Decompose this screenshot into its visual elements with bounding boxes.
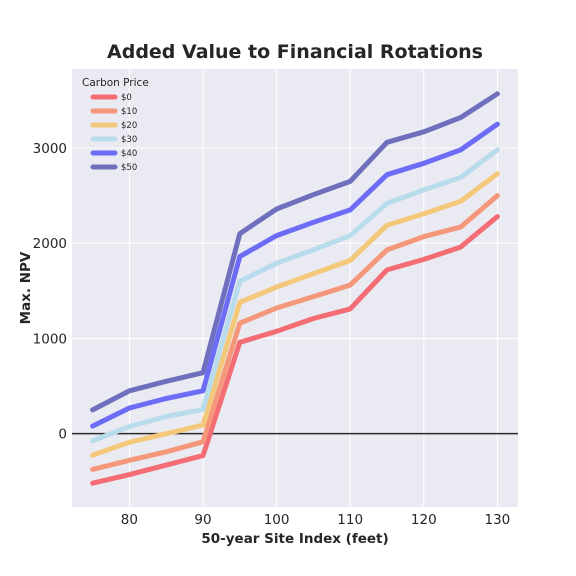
legend-label: $20 bbox=[121, 121, 137, 131]
legend-label: $30 bbox=[121, 135, 137, 145]
series-line-usd-0 bbox=[90, 214, 500, 486]
chart-title: Added Value to Financial Rotations bbox=[107, 41, 483, 63]
legend-label: $0 bbox=[121, 93, 132, 103]
legend-title: Carbon Price bbox=[82, 77, 149, 89]
x-axis-label: 50-year Site Index (feet) bbox=[201, 531, 388, 547]
series-line-usd-40 bbox=[90, 121, 500, 429]
y-tick-label: 2000 bbox=[33, 236, 67, 252]
x-tick-label: 90 bbox=[194, 512, 211, 528]
series-line-usd-30 bbox=[90, 147, 500, 444]
x-tick-label: 120 bbox=[411, 512, 437, 528]
legend-label: $50 bbox=[121, 163, 137, 173]
x-tick-label: 130 bbox=[485, 512, 511, 528]
y-tick-labels: 0 1000 2000 3000 bbox=[33, 141, 67, 443]
y-tick-label: 1000 bbox=[33, 331, 67, 347]
y-axis-label: Max. NPV bbox=[18, 251, 34, 324]
series-line-usd-50 bbox=[90, 91, 500, 413]
y-tick-label: 3000 bbox=[33, 141, 67, 157]
series-lines bbox=[90, 91, 500, 486]
series-line-usd-20 bbox=[90, 171, 500, 458]
series-line-usd-10 bbox=[90, 193, 500, 472]
x-tick-label: 100 bbox=[264, 512, 290, 528]
y-tick-label: 0 bbox=[58, 427, 67, 443]
legend-label: $40 bbox=[121, 149, 137, 159]
x-tick-labels: 80 90 100 110 120 130 bbox=[121, 512, 510, 528]
legend: Carbon Price $0 $10 $20 $30 $40 $50 bbox=[82, 77, 149, 173]
legend-label: $10 bbox=[121, 107, 137, 117]
x-tick-label: 80 bbox=[121, 512, 138, 528]
x-tick-label: 110 bbox=[337, 512, 363, 528]
